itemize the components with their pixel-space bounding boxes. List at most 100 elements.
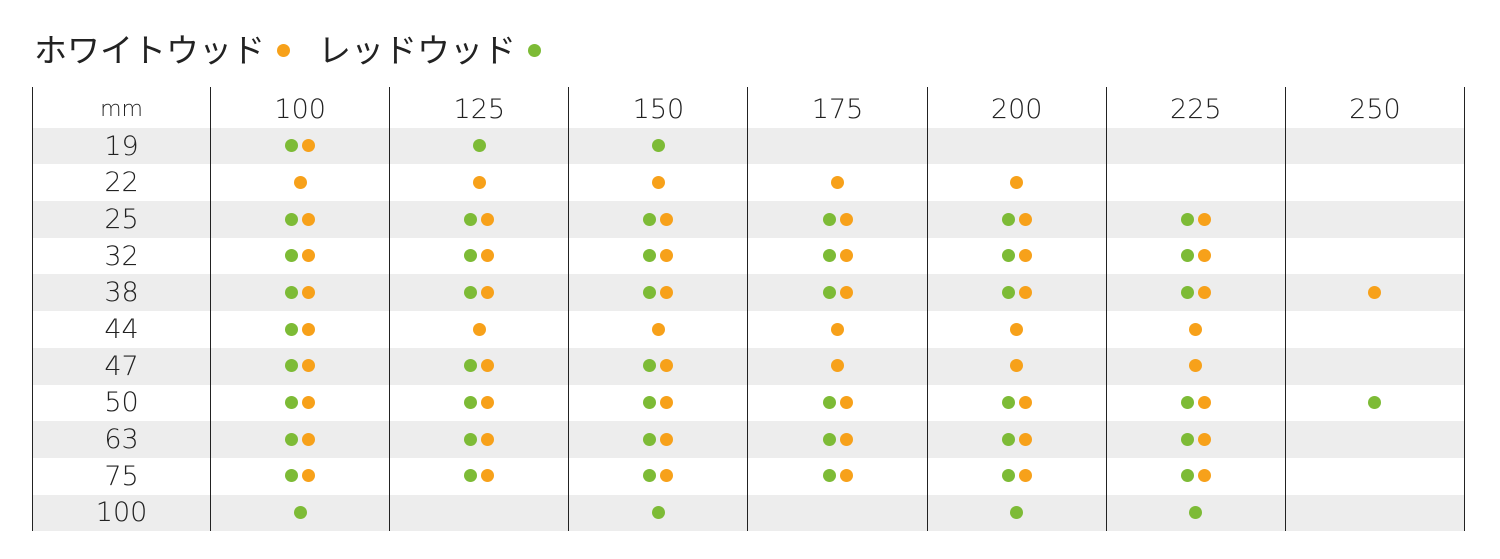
availability-dots: [1366, 283, 1383, 303]
availability-cell: [1284, 494, 1466, 532]
availability-cell: [210, 457, 391, 495]
white-wood-dot: [1010, 175, 1024, 189]
availability-cell: [568, 164, 749, 202]
availability-dots: [641, 209, 675, 229]
table-row: 63: [31, 421, 1466, 458]
availability-cell: [1105, 421, 1286, 458]
white-wood-dot: [839, 432, 853, 446]
table-row: 50: [31, 384, 1466, 422]
availability-dots: [1008, 356, 1025, 376]
availability-cell: [389, 384, 570, 422]
availability-cell: [1105, 237, 1286, 275]
corner-unit-label: mm: [31, 87, 212, 128]
red-wood-dot: [472, 139, 486, 153]
availability-cell: [568, 201, 749, 238]
availability-cell: [926, 274, 1107, 312]
white-wood-dot: [660, 432, 674, 446]
availability-cell: [747, 201, 928, 238]
red-wood-dot: [822, 432, 836, 446]
availability-cell: [747, 494, 928, 532]
availability-cell: [1105, 201, 1286, 238]
availability-dots: [1008, 172, 1025, 192]
red-wood-dot: [285, 322, 299, 336]
white-wood-dot: [481, 396, 495, 410]
table-row: 19: [31, 127, 1466, 165]
row-thickness-label: 47: [31, 347, 212, 385]
availability-cell: [1284, 347, 1466, 385]
row-thickness-label: 100: [31, 494, 212, 532]
availability-dots: [1000, 246, 1034, 266]
availability-dots: [821, 283, 855, 303]
availability-dots: [471, 136, 488, 156]
availability-dots: [641, 466, 675, 486]
availability-dots: [1179, 246, 1213, 266]
white-wood-dot: [1010, 322, 1024, 336]
red-wood-dot: [643, 432, 657, 446]
availability-dots: [1179, 283, 1213, 303]
availability-dots: [641, 246, 675, 266]
red-wood-dot: [822, 212, 836, 226]
red-wood-dot: [285, 396, 299, 410]
white-wood-dot: [1197, 212, 1211, 226]
column-header: 175: [747, 87, 928, 128]
availability-dots: [1179, 209, 1213, 229]
red-wood-dot: [643, 469, 657, 483]
availability-cell: [210, 274, 391, 312]
white-wood-dot: [302, 396, 316, 410]
availability-dots: [1179, 393, 1213, 413]
availability-cell: [1105, 311, 1286, 348]
availability-cell: [926, 237, 1107, 275]
availability-cell: [1105, 494, 1286, 532]
availability-dots: [641, 429, 675, 449]
availability-dots: [1187, 319, 1204, 339]
availability-cell: [1284, 421, 1466, 458]
white-wood-dot: [481, 359, 495, 373]
red-wood-dot: [1001, 249, 1015, 263]
availability-dots: [283, 246, 317, 266]
availability-cell: [1284, 311, 1466, 348]
availability-cell: [389, 311, 570, 348]
availability-cell: [926, 421, 1107, 458]
white-wood-dot: [1189, 322, 1203, 336]
row-thickness-label: 22: [31, 164, 212, 202]
availability-cell: [210, 494, 391, 532]
availability-dots: [283, 283, 317, 303]
availability-cell: [926, 384, 1107, 422]
red-wood-dot: [285, 139, 299, 153]
availability-dots: [283, 209, 317, 229]
availability-cell: [389, 164, 570, 202]
availability-cell: [926, 311, 1107, 348]
availability-dots: [650, 319, 667, 339]
white-wood-dot: [481, 432, 495, 446]
red-wood-dot: [822, 469, 836, 483]
availability-dots: [462, 246, 496, 266]
white-wood-dot: [472, 322, 486, 336]
availability-dots: [462, 209, 496, 229]
table-row: 25: [31, 201, 1466, 238]
availability-cell: [389, 421, 570, 458]
availability-dots: [1000, 283, 1034, 303]
availability-dots: [283, 429, 317, 449]
white-wood-dot: [1197, 286, 1211, 300]
availability-dots: [462, 466, 496, 486]
red-wood-dot: [651, 139, 665, 153]
availability-cell: [747, 274, 928, 312]
availability-cell: [747, 127, 928, 165]
availability-dots: [462, 429, 496, 449]
row-thickness-label: 63: [31, 421, 212, 458]
availability-dots: [1179, 429, 1213, 449]
availability-dots: [283, 136, 317, 156]
availability-cell: [210, 201, 391, 238]
red-wood-dot: [1001, 396, 1015, 410]
availability-cell: [926, 457, 1107, 495]
availability-dots: [1187, 503, 1204, 523]
white-wood-dot: [1189, 359, 1203, 373]
table-row: 75: [31, 457, 1466, 495]
availability-dots: [821, 466, 855, 486]
white-wood-dot: [302, 286, 316, 300]
availability-dots: [1366, 393, 1383, 413]
legend-item-red-wood: レッドウッド: [318, 24, 541, 72]
legend-label-red-wood: レッドウッド: [318, 31, 516, 70]
availability-cell: [210, 384, 391, 422]
white-wood-dot: [302, 139, 316, 153]
